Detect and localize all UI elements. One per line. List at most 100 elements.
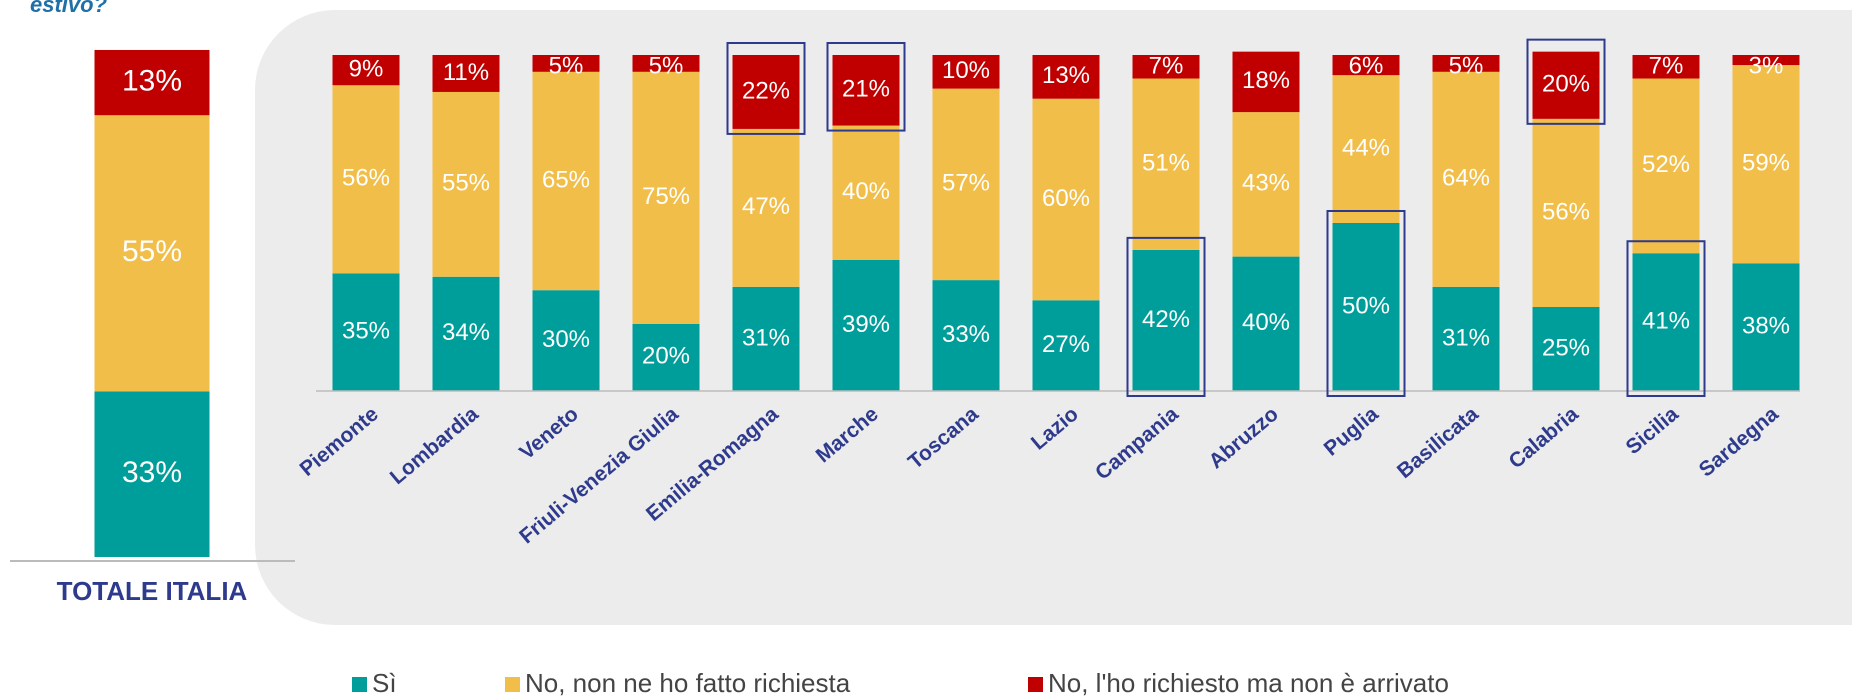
highlight-box [726, 42, 806, 135]
data-label: 42% [1142, 306, 1190, 333]
data-label: 20% [1542, 71, 1590, 98]
data-label: 5% [1449, 52, 1484, 79]
bar-segment [1132, 249, 1200, 391]
data-label: 39% [842, 311, 890, 338]
data-label: 41% [1642, 307, 1690, 334]
bar-segment [732, 286, 800, 391]
data-label: 30% [542, 326, 590, 353]
bar-segment [94, 391, 210, 557]
highlight-box [1126, 236, 1206, 397]
data-label: 18% [1242, 67, 1290, 94]
data-label: 7% [1149, 52, 1184, 79]
bar-segment [1032, 98, 1100, 301]
legend-swatch [1028, 677, 1043, 692]
data-label: 20% [642, 343, 690, 370]
bar-segment [1732, 263, 1800, 391]
data-label: 33% [942, 321, 990, 348]
data-label: 56% [342, 165, 390, 192]
bar-segment [532, 290, 600, 391]
bar-segment [832, 125, 900, 260]
legend-label: No, l'ho richiesto ma non è arrivato [1048, 668, 1449, 698]
bar-segment [332, 55, 400, 86]
bar-segment [432, 91, 500, 277]
data-label: 5% [549, 52, 584, 79]
bar-segment [632, 55, 700, 72]
bar-segment [1132, 78, 1200, 250]
data-label: 27% [1042, 331, 1090, 358]
legend-swatch [352, 677, 367, 692]
bar-segment [1732, 65, 1800, 264]
data-label: 21% [842, 76, 890, 103]
highlight-box [1326, 210, 1406, 397]
bar-segment [632, 71, 700, 324]
data-label: 44% [1342, 134, 1390, 161]
data-label: 40% [842, 178, 890, 205]
bar-segment [932, 55, 1000, 89]
bar-segment [94, 49, 210, 116]
data-label: 43% [1242, 170, 1290, 197]
data-label: 9% [349, 55, 384, 82]
highlight-box [1626, 240, 1706, 397]
bar-segment [632, 323, 700, 391]
bar-segment [1432, 71, 1500, 287]
bar-segment [532, 55, 600, 72]
bar-segment [832, 55, 900, 126]
bar-segment [94, 115, 210, 392]
data-label: 7% [1649, 52, 1684, 79]
x-tick-label: TOTALE ITALIA [57, 576, 248, 606]
bar-segment [1532, 118, 1600, 307]
bar-segment [1632, 78, 1700, 254]
bar-segment [1432, 55, 1500, 72]
data-label: 65% [542, 166, 590, 193]
bar-segment [1432, 286, 1500, 391]
data-label: 6% [1349, 52, 1384, 79]
legend-swatch [505, 677, 520, 692]
bar-segment [1032, 55, 1100, 99]
bar-segment [332, 273, 400, 391]
data-label: 31% [742, 324, 790, 351]
data-label: 64% [1442, 165, 1490, 192]
data-label: 47% [742, 193, 790, 220]
bar-segment [1332, 223, 1400, 391]
data-label: 3% [1749, 52, 1784, 79]
data-label: 33% [122, 456, 182, 489]
highlight-box [826, 42, 906, 132]
data-label: 11% [443, 59, 489, 86]
bar-segment [1732, 55, 1800, 66]
data-label: 55% [442, 170, 490, 197]
bar-segment [1232, 51, 1300, 113]
bar-segment [1232, 256, 1300, 391]
bar-segment [932, 280, 1000, 391]
bar-segment [732, 55, 800, 129]
bar-segment [1632, 55, 1700, 79]
data-label: 75% [642, 183, 690, 210]
bar-segment [1532, 51, 1600, 119]
data-label: 56% [1542, 198, 1590, 225]
chart-title: estivo? [30, 0, 107, 17]
bar-segment [432, 276, 500, 391]
data-label: 40% [1242, 309, 1290, 336]
bar-segment [1332, 75, 1400, 223]
data-label: 38% [1742, 313, 1790, 340]
bar-segment [832, 259, 900, 391]
data-label: 10% [942, 57, 990, 84]
data-label: 60% [1042, 185, 1090, 212]
data-label: 25% [1542, 334, 1590, 361]
bar-segment [532, 71, 600, 291]
data-label: 13% [1042, 62, 1090, 89]
bar-segment [1332, 55, 1400, 76]
bar-segment [1532, 307, 1600, 391]
data-label: 22% [742, 77, 790, 104]
data-label: 55% [122, 235, 182, 268]
data-label: 35% [342, 318, 390, 345]
data-label: 59% [1742, 150, 1790, 177]
legend-label: No, non ne ho fatto richiesta [525, 668, 851, 698]
data-label: 13% [122, 65, 182, 98]
data-label: 51% [1142, 150, 1190, 177]
data-label: 34% [442, 319, 490, 346]
bar-segment [1632, 253, 1700, 391]
data-label: 31% [1442, 324, 1490, 351]
bar-segment [432, 55, 500, 92]
bar-segment [332, 85, 400, 274]
bar-segment [1032, 300, 1100, 391]
